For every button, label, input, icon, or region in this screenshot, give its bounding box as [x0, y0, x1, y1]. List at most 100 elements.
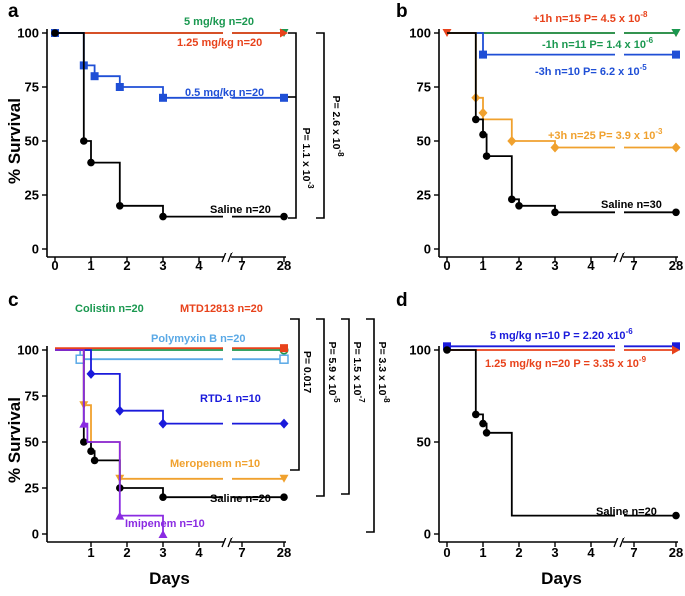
- series-marker: [159, 93, 167, 102]
- pvalue-bracket: [316, 318, 325, 497]
- series-marker: [515, 202, 523, 210]
- series-marker: [280, 93, 288, 102]
- series-marker: [508, 195, 516, 204]
- series-marker: [672, 511, 680, 520]
- x-tick-label: 7: [630, 258, 637, 273]
- series-label: 1.25 mg/kg n=20: [177, 37, 262, 49]
- panel-c: c 0 25 50 75 100 1 2 3 4 7 28 % Survival Days Colistin…: [5, 290, 391, 588]
- series-2: [443, 346, 680, 520]
- x-tick-label: 1: [479, 258, 486, 273]
- series-marker: [672, 50, 680, 59]
- series-marker: [116, 202, 124, 210]
- series-marker: [159, 493, 167, 502]
- series-marker: [279, 354, 289, 364]
- series-marker: [672, 342, 680, 351]
- pvalue-label: P= 5.9 x 10-5: [326, 341, 341, 403]
- x-tick-label: 7: [238, 545, 245, 560]
- x-axis-title: Days: [149, 569, 190, 588]
- series-label: Colistin n=20: [75, 303, 144, 315]
- series-marker: [280, 344, 288, 353]
- x-tick-label: 28: [669, 258, 683, 273]
- pvalue-bracket: [316, 32, 325, 219]
- x-tick-label: 7: [630, 545, 637, 560]
- series-label: 0.5 mg/kg n=20: [185, 87, 264, 99]
- series-label: RTD-1 n=10: [200, 393, 261, 405]
- panel-b: b 0 25 50 75 100 0 1 2 3 4 7 28 +1h n=15 P= 4.5 x 10-…: [396, 1, 683, 273]
- pvalue-bracket: [341, 318, 350, 495]
- series-label: Saline n=30: [601, 199, 662, 211]
- series-marker: [280, 212, 288, 221]
- series-line: [55, 32, 284, 218]
- axis-break-gap: [616, 252, 623, 262]
- axis-break-mark: [613, 251, 619, 263]
- series-marker: [479, 50, 487, 59]
- x-tick-label: 3: [551, 258, 558, 273]
- x-tick-label: 1: [479, 545, 486, 560]
- line-break-gap: [223, 340, 232, 538]
- series-marker: [158, 418, 168, 429]
- series-6: [55, 349, 168, 538]
- axis-break-gap: [616, 537, 623, 547]
- series-marker: [551, 208, 559, 217]
- line-break-gap: [615, 23, 624, 253]
- series-marker: [159, 212, 167, 221]
- series-marker: [482, 152, 491, 160]
- series-marker: [672, 345, 680, 355]
- series-label: Saline n=20: [210, 493, 271, 505]
- series-marker: [79, 419, 89, 428]
- x-tick-label: 0: [443, 545, 450, 560]
- series-label: Saline n=20: [596, 506, 657, 518]
- y-tick-label: 100: [409, 26, 431, 41]
- x-tick-label: 1: [87, 258, 94, 273]
- x-tick-label: 4: [195, 258, 203, 273]
- series-label: 1.25 mg/kg n=20 P = 3.35 x 10-9: [485, 355, 647, 370]
- series-marker: [115, 511, 125, 520]
- series-marker: [115, 405, 125, 416]
- pvalue-label: P= 0.017: [301, 351, 313, 393]
- series-marker: [80, 137, 88, 145]
- series-label: +1h n=15 P= 4.5 x 10-8: [533, 10, 648, 25]
- series-marker: [51, 29, 59, 37]
- series-line: [55, 349, 284, 361]
- series-marker: [479, 130, 487, 139]
- y-tick-label: 0: [424, 242, 431, 257]
- x-tick-label: 3: [159, 545, 166, 560]
- series-2: [55, 349, 289, 364]
- series-marker: [479, 419, 487, 428]
- y-tick-label: 75: [417, 80, 431, 95]
- x-tick-label: 4: [587, 545, 595, 560]
- axis-break-mark: [619, 251, 625, 263]
- series-marker: [90, 72, 99, 81]
- series-1: [55, 28, 288, 38]
- series-marker: [672, 208, 680, 217]
- series-marker: [671, 142, 681, 153]
- pvalue-label: P= 1.5 x 10-7: [351, 341, 366, 403]
- y-tick-label: 100: [17, 26, 39, 41]
- series-line: [447, 349, 676, 517]
- pvalue-bracket: [288, 32, 297, 219]
- y-tick-label: 75: [25, 80, 39, 95]
- series-label: 5 mg/kg n=20: [184, 16, 254, 28]
- x-tick-label: 1: [87, 545, 94, 560]
- series-marker: [482, 429, 491, 437]
- x-tick-label: 2: [123, 258, 130, 273]
- panel-a: a 0 25 50 75 100 0 1 2 3 4 7 28 % Survival 5 mg/kg n=2…: [5, 1, 345, 273]
- x-tick-label: 3: [551, 545, 558, 560]
- x-tick-label: 4: [587, 258, 595, 273]
- x-tick-label: 2: [123, 545, 130, 560]
- axis-break-mark: [227, 536, 233, 548]
- panel-d: d 0 50 100 0 1 2 3 4 7 28 Days 5 mg/kg n=10 P = 2.20…: [396, 290, 683, 588]
- series-label: Polymyxin B n=20: [151, 333, 245, 345]
- series-marker: [115, 83, 124, 91]
- series-marker: [87, 447, 95, 456]
- series-marker: [671, 29, 681, 37]
- x-tick-label: 7: [238, 258, 245, 273]
- x-tick-label: 4: [195, 545, 203, 560]
- y-tick-label: 50: [417, 134, 431, 149]
- y-tick-label: 50: [25, 134, 39, 149]
- line-break-gap: [223, 23, 232, 253]
- y-tick-label: 25: [417, 188, 431, 203]
- x-tick-label: 2: [515, 258, 522, 273]
- series-4: [447, 32, 680, 217]
- series-marker: [478, 107, 488, 118]
